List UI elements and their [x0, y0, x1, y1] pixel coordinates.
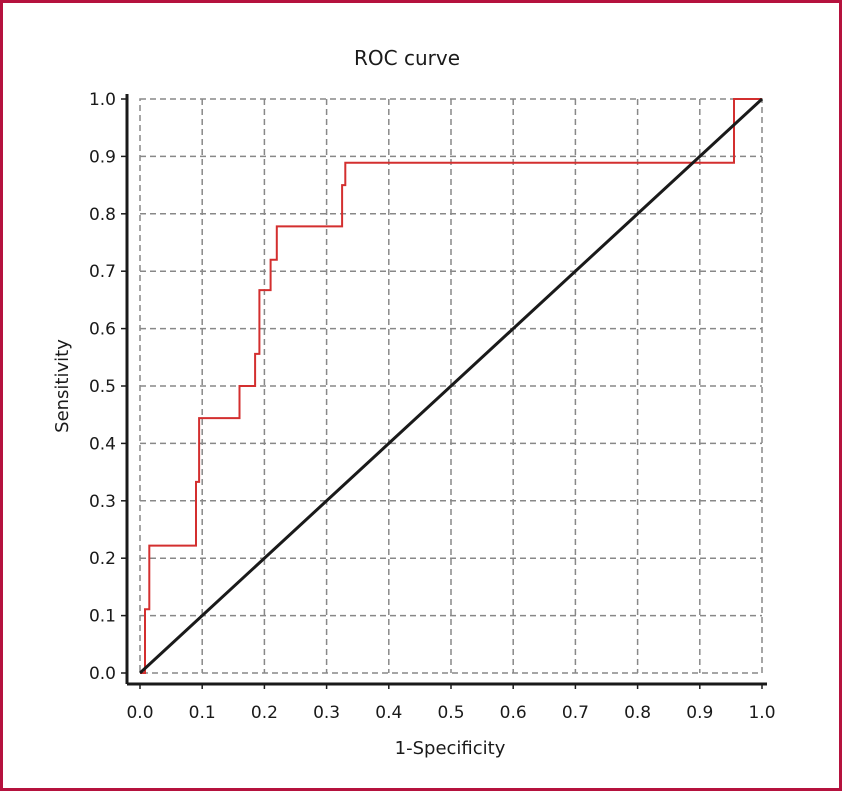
grid-lines — [139, 98, 763, 674]
roc-curve-line — [140, 98, 762, 674]
y-tick-label: 0.7 — [89, 262, 116, 282]
x-tick-label: 0.4 — [375, 703, 402, 723]
x-tick-label: 0.5 — [437, 703, 464, 723]
y-tick-label: 0.3 — [89, 492, 116, 512]
x-tick-label: 0.9 — [686, 703, 713, 723]
x-tick-label: 1.0 — [748, 703, 775, 723]
y-tick-label: 0.8 — [89, 205, 116, 225]
x-tick-label: 0.0 — [126, 703, 153, 723]
y-tick-label: 0.6 — [89, 320, 116, 340]
y-tick-label: 0.1 — [89, 607, 116, 627]
y-tick-label: 0.0 — [89, 664, 116, 684]
axes — [121, 94, 767, 689]
x-axis-label: 1-Specificity — [395, 738, 506, 759]
y-tick-label: 0.2 — [89, 549, 116, 569]
y-tick-labels: 0.0 0.1 0.2 0.3 0.4 0.5 0.6 0.7 0.8 0.9 1.0 — [89, 90, 116, 684]
y-axis-label: Sensitivity — [52, 339, 73, 433]
x-tick-label: 0.2 — [251, 703, 278, 723]
x-tick-label: 0.6 — [500, 703, 527, 723]
roc-chart: ROC curve 0.0 0.1 0.2 0.3 0.4 0.5 0.6 0.7 0.8 0.9… — [52, 46, 776, 759]
y-tick-label: 0.4 — [89, 434, 116, 454]
x-tick-labels: 0.0 0.1 0.2 0.3 0.4 0.5 0.6 0.7 0.8 0.9 1.0 — [126, 703, 775, 723]
y-tick-label: 0.5 — [89, 377, 116, 397]
x-tick-label: 0.7 — [562, 703, 589, 723]
chart-title: ROC curve — [354, 46, 460, 70]
x-tick-label: 0.1 — [189, 703, 216, 723]
series-group — [138, 97, 764, 675]
y-tick-label: 1.0 — [89, 90, 116, 110]
y-tick-label: 0.9 — [89, 147, 116, 167]
reference-diagonal-line — [138, 97, 764, 675]
x-tick-label: 0.3 — [313, 703, 340, 723]
x-tick-label: 0.8 — [624, 703, 651, 723]
